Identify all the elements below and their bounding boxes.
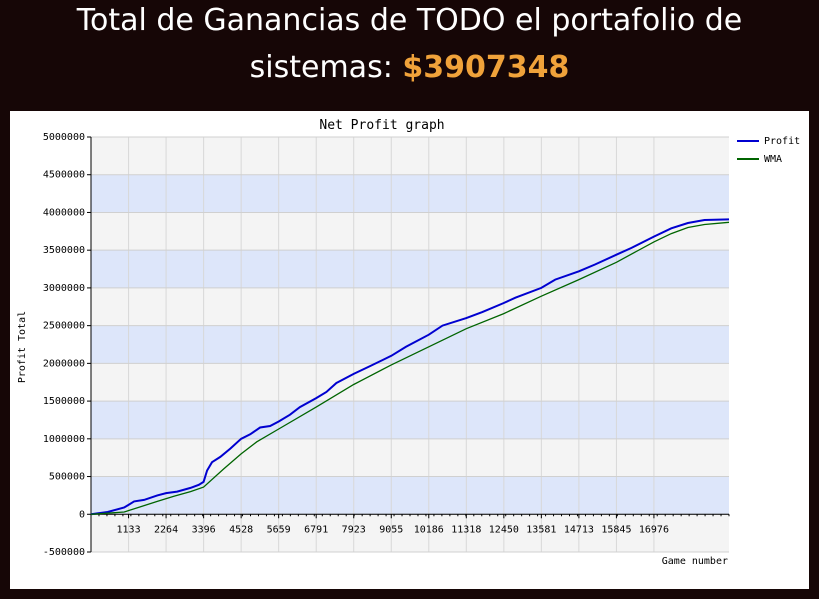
x-tick-label: 4528: [229, 524, 253, 535]
y-tick-label: 1000000: [43, 434, 85, 445]
plot-band: [91, 250, 729, 288]
legend-label-profit: Profit: [764, 136, 800, 147]
y-tick-label: 3000000: [43, 283, 85, 294]
x-tick-label: 16976: [639, 524, 669, 535]
y-tick-label: 0: [79, 509, 85, 520]
y-tick-label: 5000000: [43, 132, 85, 143]
chart-panel: -500000 0 500000 1000000 1500000 2000000 25000…: [10, 111, 809, 589]
plot-band: [91, 212, 729, 251]
net-profit-chart: -500000 0 500000 1000000 1500000 2000000 25000…: [17, 118, 800, 567]
x-tick-label: 10186: [414, 524, 444, 535]
page-header: Total de Ganancias de TODO el portafolio…: [0, 0, 819, 108]
y-tick-label: 2000000: [43, 358, 85, 369]
y-tick-label: 500000: [49, 472, 85, 483]
y-tick-label: -500000: [43, 547, 85, 558]
page-title-line1: Total de Ganancias de TODO el portafolio…: [76, 3, 743, 38]
page-title-prefix: sistemas:: [249, 50, 403, 85]
x-tick-label: 3396: [192, 524, 216, 535]
x-tick-label: 9055: [379, 524, 403, 535]
x-tick-label: 15845: [601, 524, 631, 535]
x-axis-label: Game number: [662, 556, 728, 567]
x-tick-label: 5659: [267, 524, 291, 535]
chart-title: Net Profit graph: [319, 118, 444, 133]
page-title-line2: sistemas: $3907348: [0, 44, 819, 92]
plot-band: [91, 438, 729, 477]
plot-band: [91, 137, 729, 175]
y-tick-label: 3500000: [43, 245, 85, 256]
x-tick-label: 1133: [117, 524, 141, 535]
total-amount: $3907348: [402, 50, 570, 85]
plot-band: [91, 287, 729, 326]
x-tick-label: 11318: [451, 524, 481, 535]
y-axis-label: Profit Total: [17, 311, 28, 383]
x-tick-label: 6791: [304, 524, 328, 535]
x-tick-label: 7923: [342, 524, 366, 535]
plot-band: [91, 174, 729, 213]
y-tick-label: 4000000: [43, 207, 85, 218]
plot-band: [91, 401, 729, 439]
y-tick-label: 2500000: [43, 321, 85, 332]
legend-label-wma: WMA: [764, 154, 782, 165]
plot-band: [91, 514, 729, 552]
y-tick-label: 1500000: [43, 396, 85, 407]
plot-band: [91, 363, 729, 402]
legend: Profit WMA: [737, 136, 800, 165]
x-tick-label: 12450: [489, 524, 519, 535]
plot-band: [91, 476, 729, 515]
y-tick-label: 4500000: [43, 170, 85, 181]
x-tick-label: 14713: [564, 524, 594, 535]
series-line-profit: [90, 218, 730, 516]
x-tick-label: 13581: [526, 524, 556, 535]
x-tick-label: 2264: [154, 524, 178, 535]
series-line-wma: [90, 221, 730, 515]
